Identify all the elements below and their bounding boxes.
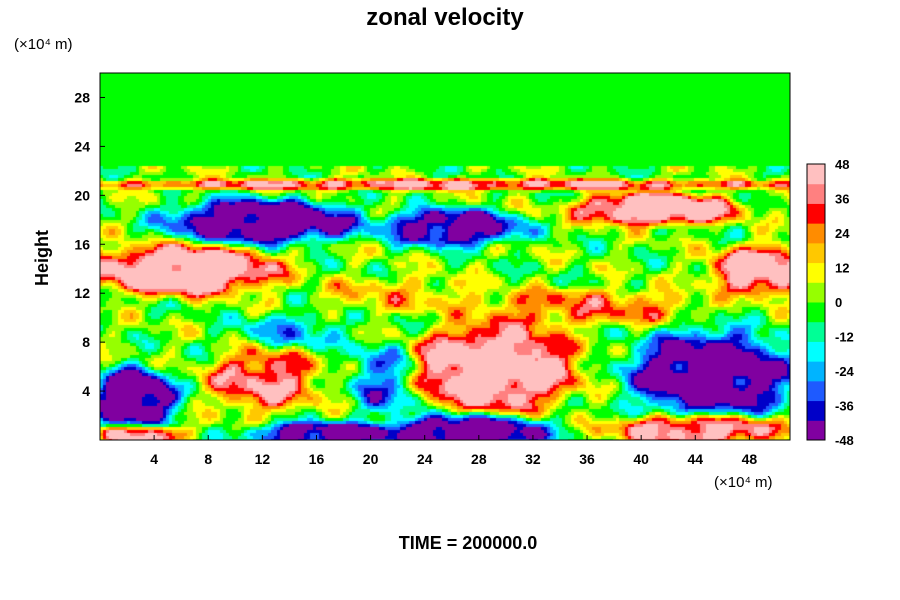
heatmap-field bbox=[100, 73, 790, 440]
y-tick-label: 24 bbox=[74, 138, 90, 154]
colorbar-segment bbox=[807, 223, 825, 244]
y-tick-label: 8 bbox=[82, 334, 90, 350]
colorbar-segment bbox=[807, 242, 825, 264]
x-tick-label: 12 bbox=[255, 451, 271, 467]
colorbar-tick-label: -24 bbox=[835, 364, 855, 379]
colorbar-tick-label: 12 bbox=[835, 261, 849, 276]
colorbar-tick-label: -12 bbox=[835, 330, 854, 345]
x-tick-label: 36 bbox=[579, 451, 595, 467]
colorbar-segment bbox=[807, 302, 825, 323]
plot-frame bbox=[99, 72, 791, 441]
colorbar-segment bbox=[807, 341, 825, 362]
colorbar-tick-label: 36 bbox=[835, 192, 849, 207]
y-axis-label: Height bbox=[32, 230, 52, 286]
x-tick-label: 40 bbox=[633, 451, 649, 467]
colorbar-tick-label: -36 bbox=[835, 399, 854, 414]
colorbar-tick-label: 0 bbox=[835, 295, 842, 310]
colorbar-tick-label: -48 bbox=[835, 433, 854, 448]
colorbar-tick-label: 24 bbox=[835, 226, 850, 241]
x-tick-label: 28 bbox=[471, 451, 487, 467]
colorbar-frame bbox=[806, 163, 826, 441]
x-tick-label: 44 bbox=[688, 451, 704, 467]
colorbar-tick-label: 48 bbox=[835, 157, 849, 172]
x-tick-label: 48 bbox=[742, 451, 758, 467]
x-axis: 4 8 12 16 20 24 28 32 36 40 44 48 bbox=[150, 435, 757, 467]
colorbar-segment bbox=[807, 262, 825, 283]
colorbar-segment bbox=[807, 380, 825, 402]
y-tick-label: 16 bbox=[74, 236, 90, 252]
colorbar-segment bbox=[807, 164, 825, 185]
chart-title: zonal velocity bbox=[366, 4, 524, 31]
colorbar: 48 36 24 12 0 -12 -24 -36 -48 bbox=[806, 157, 855, 448]
x-tick-label: 16 bbox=[309, 451, 325, 467]
y-axis-unit: (×10⁴ m) bbox=[14, 36, 73, 53]
x-tick-label: 20 bbox=[363, 451, 379, 467]
colorbar-segment bbox=[807, 361, 825, 382]
time-label: TIME = 200000.0 bbox=[399, 533, 538, 553]
y-tick-label: 12 bbox=[74, 285, 90, 301]
colorbar-segment bbox=[807, 282, 825, 303]
y-tick-label: 20 bbox=[74, 187, 90, 203]
x-axis-unit: (×10⁴ m) bbox=[714, 474, 773, 491]
y-tick-label: 28 bbox=[74, 89, 90, 105]
y-axis: 4 8 12 16 20 24 28 bbox=[74, 89, 105, 399]
y-tick-label: 4 bbox=[82, 383, 90, 399]
x-tick-label: 32 bbox=[525, 451, 541, 467]
colorbar-segment bbox=[807, 203, 825, 224]
colorbar-segment bbox=[807, 183, 825, 204]
colorbar-segment bbox=[807, 400, 825, 421]
colorbar-segment bbox=[807, 321, 825, 342]
colorbar-segment bbox=[807, 420, 825, 441]
x-tick-label: 24 bbox=[417, 451, 433, 467]
heatmap-canvas bbox=[100, 73, 790, 440]
x-tick-label: 4 bbox=[150, 451, 158, 467]
x-tick-label: 8 bbox=[204, 451, 212, 467]
